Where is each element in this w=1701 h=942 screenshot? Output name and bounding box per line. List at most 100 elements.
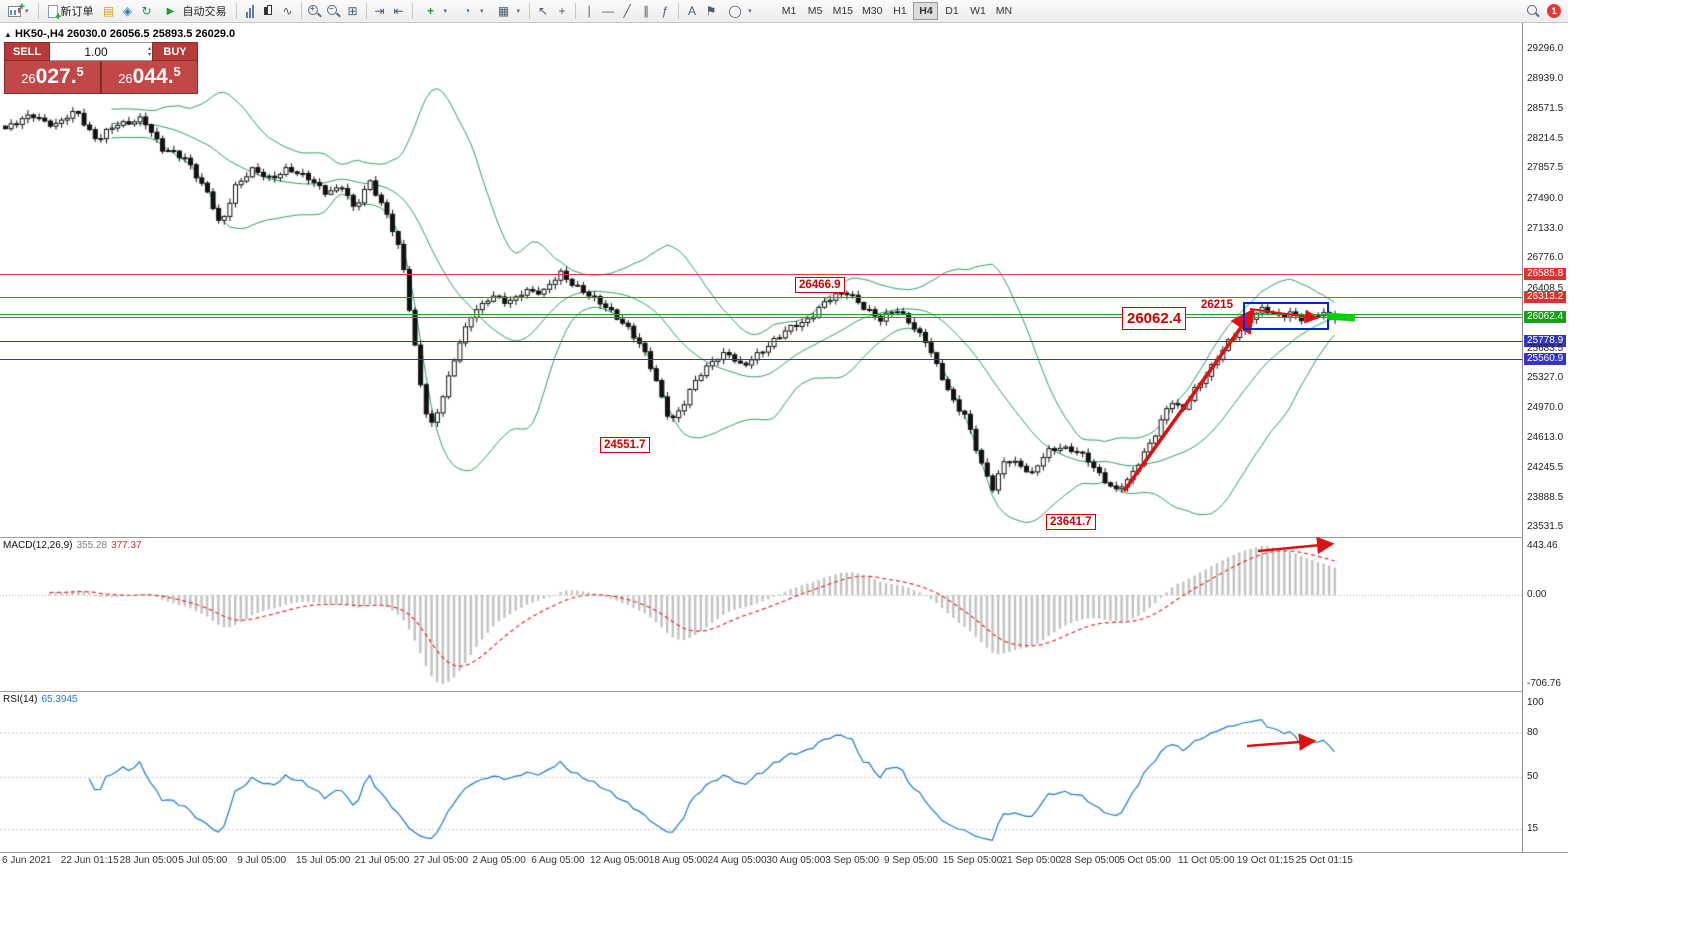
auto-scroll-button[interactable]: ⇥ [374,4,385,18]
time-axis-label: 15 Jul 05:00 [296,855,351,866]
toolbar-separator [529,3,531,19]
vertical-line-tool-button[interactable]: ∣ [586,4,593,18]
price-axis-label: 26313.2 [1524,291,1567,303]
price-annotation-label[interactable]: 23641.7 [1046,514,1096,530]
horizontal-line-tool-button[interactable]: — [602,4,615,18]
volume-down-button[interactable]: ▾ [147,51,151,58]
price-axis-label: 25560.9 [1524,353,1567,365]
search-button[interactable] [1524,2,1542,20]
price-axis-label: 50 [1527,771,1539,782]
buy-price-big: 044. [132,65,174,88]
market-watch-icon[interactable]: ▤ [102,4,115,18]
main-toolbar: ▾ 新订单 ▤ ◈ ↻ ▶ 自动交易 ∿ + − ⊞ ⇥ ⇤ + ▾ ◔ ▾ [0,0,1568,23]
time-axis-label: 5 Oct 05:00 [1119,855,1171,866]
timeframe-m5-button[interactable]: M5 [807,5,823,17]
new-order-button[interactable]: 新订单 [43,1,99,23]
timeframe-h4-button[interactable]: H4 [913,2,939,20]
volume-up-button[interactable]: ▴ [147,45,151,52]
price-axis-label: 24245.5 [1527,462,1564,473]
chevron-down-icon: ▾ [480,8,484,15]
macd-canvas[interactable] [0,538,1522,691]
zoom-out-button[interactable]: − [325,2,343,20]
time-axis-label: 5 Jul 05:00 [178,855,228,866]
panel-separator[interactable] [0,691,1568,692]
notifications-badge[interactable]: 1 [1547,4,1561,18]
text-tool-button[interactable]: A [688,4,697,18]
sell-price-big: 027. [35,65,77,88]
main-chart-canvas[interactable] [0,24,1522,537]
periods-button[interactable]: ◔ ▾ [453,1,489,21]
label-tool-button[interactable]: ⚑ [705,4,717,18]
sell-price-base: 26 [21,71,36,86]
refresh-icon[interactable]: ↻ [141,4,152,18]
toolbar-separator [365,3,367,19]
timeframe-h1-button[interactable]: H1 [893,5,907,17]
chart-shift-button[interactable]: ⇤ [393,4,404,18]
time-axis-label: 12 Aug 05:00 [590,855,649,866]
trendline-tool-button[interactable]: ╱ [623,4,631,18]
templates-button[interactable]: ▦ ▾ [490,1,526,21]
navigator-icon[interactable]: ◈ [122,4,133,18]
rsi-canvas[interactable] [0,692,1522,852]
indicators-button[interactable]: + ▾ [417,1,453,21]
time-axis-label: 2 Aug 05:00 [472,855,526,866]
buy-button[interactable]: BUY [152,42,198,61]
tile-windows-button[interactable]: ⊞ [347,4,358,18]
time-axis-label: 28 Sep 05:00 [1060,855,1120,866]
main-chart-panel: ▲ HK50-,H4 26030.0 26056.5 25893.5 26029… [0,24,1522,537]
time-axis-label: 18 Aug 05:00 [648,855,708,866]
chevron-down-icon: ▾ [443,8,448,15]
channel-tool-button[interactable]: ∥ [643,4,650,18]
timeframe-m1-button[interactable]: M1 [781,5,797,17]
time-axis-label: 22 Jun 01:15 [60,855,119,866]
chevron-down-icon: ▾ [748,8,752,15]
candlestick-mode-button[interactable] [260,2,278,20]
crosshair-tool-button[interactable]: + [558,4,566,18]
buy-price-sup: 5 [173,64,181,79]
time-axis-label: 11 Oct 05:00 [1178,855,1235,866]
toolbar-separator [37,3,39,19]
bar-chart-mode-button[interactable] [241,2,259,20]
price-annotation-label[interactable]: 24551.7 [600,437,650,453]
price-axis-label: 100 [1527,697,1544,708]
time-axis-label: 27 Jul 05:00 [413,855,469,866]
time-axis-label: 25 Oct 01:15 [1295,855,1353,866]
toolbar-separator [411,3,413,19]
timeframe-m30-button[interactable]: M30 [862,5,883,17]
time-axis-label: 21 Jul 05:00 [354,855,410,866]
one-click-panel-toggle[interactable]: ▲ [4,30,12,39]
price-annotation-label[interactable]: 26062.4 [1122,307,1187,330]
shapes-tool-button[interactable]: ◯ ▾ [721,1,757,21]
shapes-icon: ◯ [728,4,742,18]
time-axis-label: 9 Jul 05:00 [237,855,287,866]
price-axis-label: 0.00 [1527,589,1547,600]
timeframe-w1-button[interactable]: W1 [970,5,986,17]
price-axis[interactable]: 29296.0 28939.0 28571.5 28214.5 27857.5 27490… [1522,23,1568,852]
timeframe-d1-button[interactable]: D1 [945,5,959,17]
timeframe-m15-button[interactable]: M15 [832,5,854,17]
timeframe-mn-button[interactable]: MN [995,5,1013,17]
price-axis-label: 24613.0 [1527,432,1564,443]
time-axis-label: 19 Oct 01:15 [1236,855,1295,866]
chart-title: HK50-,H4 26030.0 26056.5 25893.5 26029.0 [15,28,236,40]
price-annotation-label[interactable]: 26466.9 [795,277,845,293]
sell-button[interactable]: SELL [4,42,50,61]
fibonacci-tool-button[interactable]: ƒ [661,4,669,18]
volume-input[interactable] [50,43,152,60]
price-axis-label: 26408.5 [1527,283,1564,294]
time-axis[interactable]: 6 Jun 2021 22 Jun 01:15 28 Jun 05:00 5 Jul … [0,853,1568,871]
toolbar-separator [300,3,302,19]
cursor-tool-button[interactable]: ↖ [538,4,549,18]
price-axis-label: 23888.5 [1527,492,1564,503]
zoom-out-icon: − [326,4,341,19]
new-chart-button[interactable]: ▾ [3,1,34,21]
panel-separator[interactable] [0,537,1568,538]
sell-price: 26 027. 5 [4,61,101,94]
line-chart-mode-button[interactable]: ∿ [282,4,293,18]
toolbar-separator [678,3,680,19]
price-axis-label: 26585.8 [1524,268,1567,280]
algo-trading-button[interactable]: ▶ 自动交易 [157,1,232,21]
buy-price-base: 26 [118,71,133,86]
price-annotation-label[interactable]: 26215 [1201,299,1233,311]
zoom-in-button[interactable]: + [306,2,324,20]
